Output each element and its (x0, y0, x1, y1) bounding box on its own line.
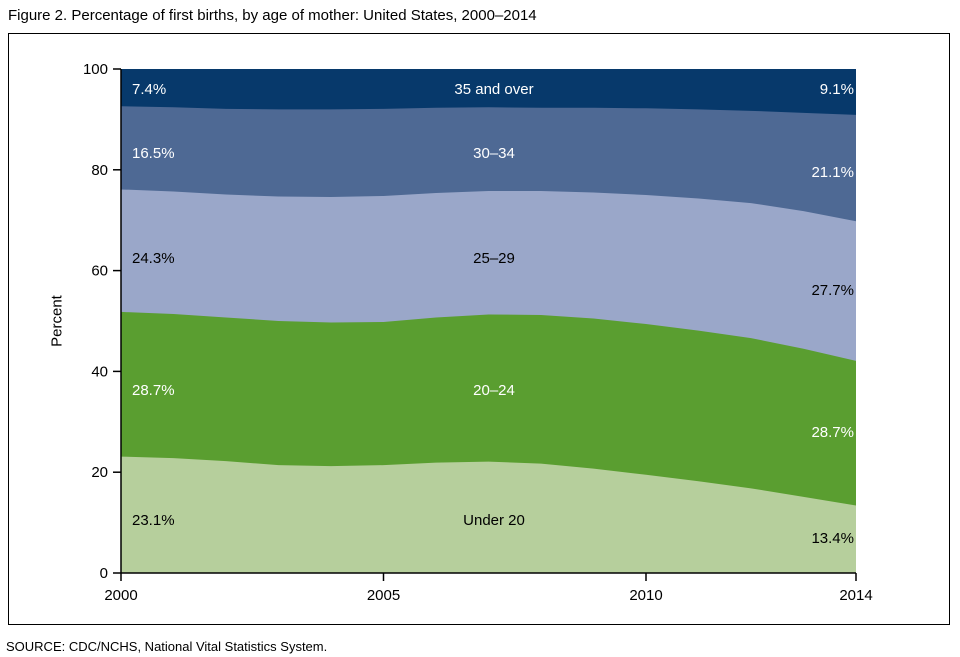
label-under20-name: Under 20 (463, 512, 525, 529)
label-35over-end: 9.1% (819, 81, 854, 98)
label-20-24-start: 28.7% (132, 382, 175, 399)
x-tick-label: 2005 (367, 587, 400, 604)
figure-title: Figure 2. Percentage of first births, by… (8, 7, 537, 24)
x-tick-label: 2000 (104, 587, 137, 604)
label-30-34-start: 16.5% (132, 145, 175, 162)
label-25-29-end: 27.7% (811, 282, 854, 299)
chart-area: 0 20 40 60 80 100 2000 2005 2010 2014 Percent 7.4… (8, 33, 950, 625)
stacked-area-chart: 0 20 40 60 80 100 2000 2005 2010 2014 (83, 61, 873, 604)
label-20-24-name: 20–24 (473, 382, 515, 399)
y-tick-label: 0 (100, 565, 108, 582)
label-35over-start: 7.4% (132, 81, 167, 98)
y-axis-title: Percent (48, 295, 66, 347)
label-25-29-name: 25–29 (473, 250, 515, 267)
label-20-24-end: 28.7% (811, 424, 854, 441)
y-tick-label: 60 (91, 263, 108, 280)
label-25-29-start: 24.3% (132, 250, 175, 267)
area-under-20 (121, 456, 856, 573)
x-tick-label: 2010 (629, 587, 662, 604)
source-note: SOURCE: CDC/NCHS, National Vital Statist… (6, 639, 328, 654)
label-30-34-name: 30–34 (473, 145, 515, 162)
label-30-34-end: 21.1% (811, 164, 854, 181)
y-tick-label: 40 (91, 363, 108, 380)
x-tick-label: 2014 (839, 587, 872, 604)
y-tick-label: 80 (91, 162, 108, 179)
y-tick-label: 100 (83, 61, 108, 78)
y-tick-label: 20 (91, 464, 108, 481)
label-35over-name: 35 and over (454, 81, 534, 98)
label-under20-start: 23.1% (132, 512, 175, 529)
label-under20-end: 13.4% (811, 530, 854, 547)
